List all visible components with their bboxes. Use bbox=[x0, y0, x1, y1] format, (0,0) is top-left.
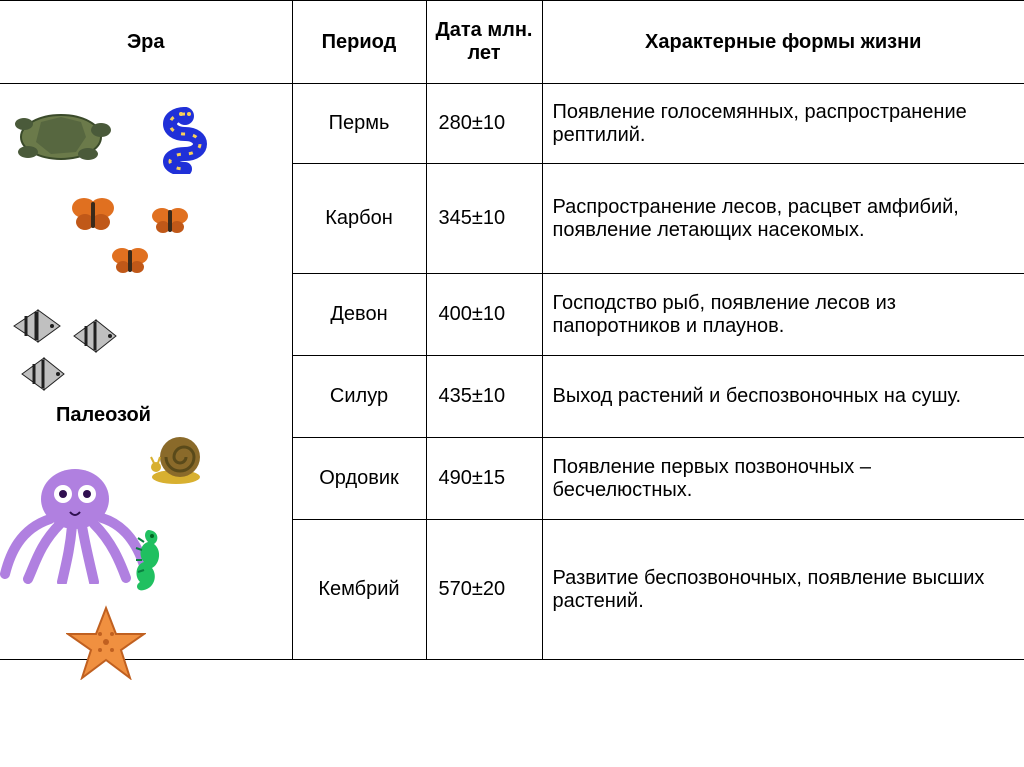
snake-icon bbox=[150, 104, 220, 174]
fish-icon bbox=[70, 316, 120, 356]
butterfly-icon bbox=[70, 194, 116, 234]
era-label: Палеозой bbox=[56, 404, 151, 427]
era-cell: Палеозой bbox=[0, 84, 292, 660]
snail-icon bbox=[148, 429, 210, 485]
life-cell: Господство рыб, появление лесов из папор… bbox=[542, 274, 1024, 356]
date-cell: 435±10 bbox=[426, 356, 542, 438]
period-cell: Кембрий bbox=[292, 520, 426, 660]
table-row: Палеозой bbox=[0, 84, 1024, 164]
header-era: Эра bbox=[0, 1, 292, 84]
header-row: Эра Период Дата млн. лет Характерные фор… bbox=[0, 1, 1024, 84]
date-cell: 400±10 bbox=[426, 274, 542, 356]
seahorse-icon bbox=[124, 524, 168, 602]
period-cell: Пермь bbox=[292, 84, 426, 164]
header-date: Дата млн. лет bbox=[426, 1, 542, 84]
butterfly-icon bbox=[150, 204, 190, 238]
fish-icon bbox=[8, 304, 64, 348]
period-cell: Ордовик bbox=[292, 438, 426, 520]
butterfly-icon bbox=[110, 244, 150, 278]
era-illustration: Палеозой bbox=[0, 84, 292, 659]
date-cell: 570±20 bbox=[426, 520, 542, 660]
geologic-table: Эра Период Дата млн. лет Характерные фор… bbox=[0, 0, 1024, 660]
life-cell: Выход растений и беспозвоночных на сушу. bbox=[542, 356, 1024, 438]
date-cell: 490±15 bbox=[426, 438, 542, 520]
fish-icon bbox=[18, 354, 68, 394]
period-cell: Карбон bbox=[292, 164, 426, 274]
life-cell: Появление голосемянных, распространение … bbox=[542, 84, 1024, 164]
period-cell: Силур bbox=[292, 356, 426, 438]
period-cell: Девон bbox=[292, 274, 426, 356]
life-cell: Появление первых позвоночных – бесчелюст… bbox=[542, 438, 1024, 520]
header-life: Характерные формы жизни bbox=[542, 1, 1024, 84]
life-cell: Распространение лесов, расцвет амфибий, … bbox=[542, 164, 1024, 274]
header-period: Период bbox=[292, 1, 426, 84]
date-cell: 280±10 bbox=[426, 84, 542, 164]
turtle-icon bbox=[6, 102, 116, 172]
life-cell: Развитие беспозвоночных, появление высши… bbox=[542, 520, 1024, 660]
starfish-icon bbox=[66, 604, 146, 680]
date-cell: 345±10 bbox=[426, 164, 542, 274]
